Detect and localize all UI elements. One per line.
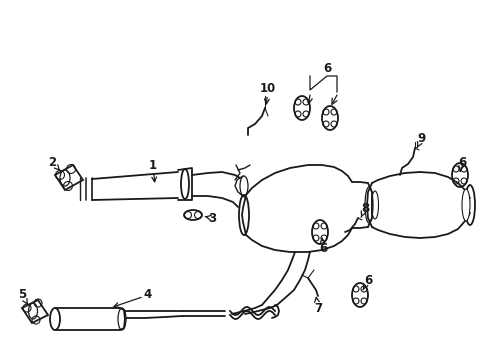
Text: 6: 6: [318, 238, 326, 255]
Text: 4: 4: [114, 288, 152, 307]
Text: 2: 2: [48, 156, 59, 170]
Text: 9: 9: [416, 131, 425, 147]
Text: 5: 5: [18, 288, 28, 305]
Ellipse shape: [461, 189, 469, 221]
Text: 6: 6: [363, 274, 371, 289]
Text: 7: 7: [313, 297, 322, 315]
Text: 1: 1: [149, 158, 157, 182]
Text: 8: 8: [360, 202, 368, 217]
Text: 3: 3: [204, 212, 216, 225]
Text: 6: 6: [457, 156, 465, 171]
Text: 10: 10: [259, 81, 276, 104]
Text: 6: 6: [322, 62, 330, 75]
